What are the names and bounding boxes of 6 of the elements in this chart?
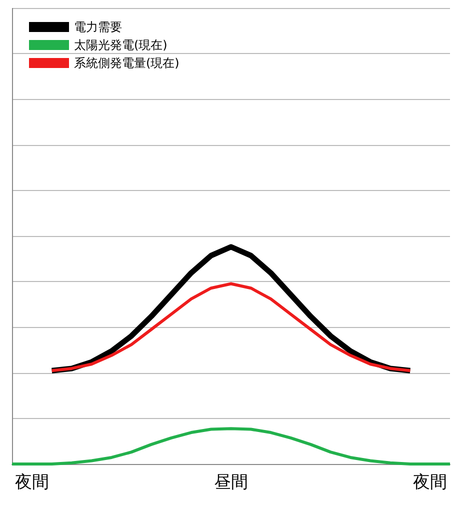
legend-label: 系統側発電量(現在)	[74, 56, 180, 70]
legend-label: 電力需要	[74, 20, 122, 34]
x-tick-label: 夜間	[413, 472, 448, 492]
x-tick-label: 昼間	[214, 472, 248, 492]
x-tick-label: 夜間	[14, 472, 49, 492]
legend-label: 太陽光発電(現在)	[74, 38, 168, 52]
